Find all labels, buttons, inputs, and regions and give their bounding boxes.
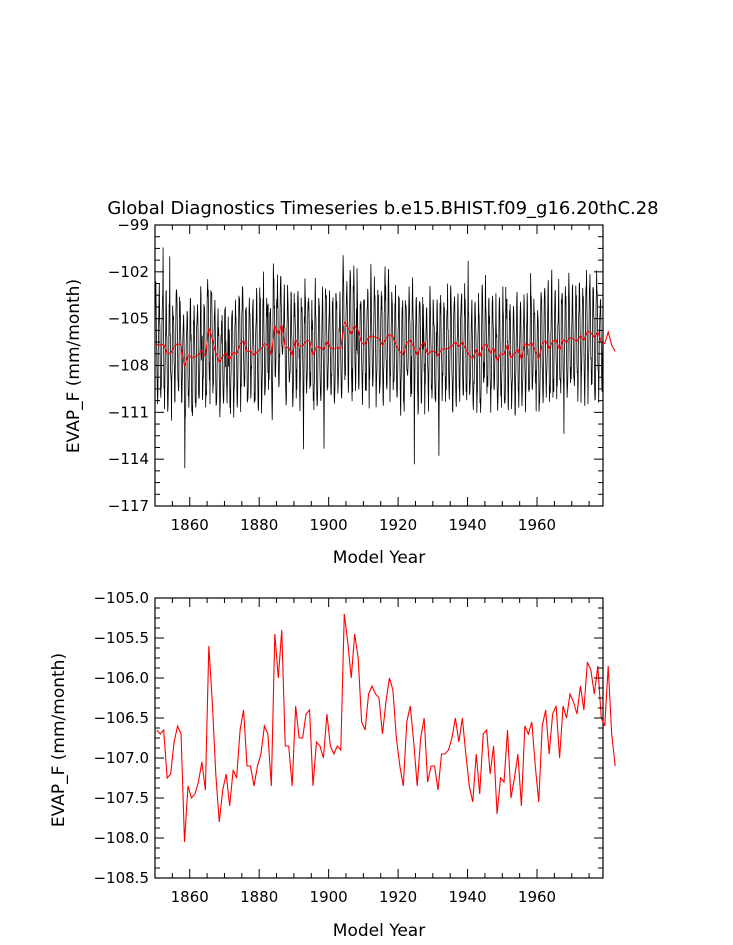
top-tick-labels: 1860 1880 1900 1920 1940 1960 −99 −102 −105 −108 −…: [108, 216, 556, 534]
bottom-tick-labels: 1860 1880 1900 1920 1940 1960 −105.0 −105.5 −106…: [93, 589, 556, 906]
top-chart: Global Diagnostics Timeseries b.e15.BHIS…: [64, 198, 659, 568]
y-tick-label-2: −105: [108, 310, 149, 328]
y-tick-label-0: −99: [117, 216, 149, 234]
x-tick-label-1940: 1940: [448, 888, 486, 906]
y-tick-label-3: −106.5: [93, 709, 149, 727]
x-tick-label-1860: 1860: [171, 516, 209, 534]
x-tick-label-1860: 1860: [171, 888, 209, 906]
x-tick-label-1920: 1920: [379, 516, 417, 534]
y-tick-label-2: −106.0: [93, 669, 149, 687]
top-chart-title: Global Diagnostics Timeseries b.e15.BHIS…: [107, 198, 658, 219]
y-tick-label-1: −102: [108, 263, 149, 281]
bottom-y-axis-label: EVAP_F (mm/month): [49, 653, 69, 827]
y-tick-label-1: −105.5: [93, 629, 149, 647]
y-tick-label-5: −114: [108, 450, 149, 468]
y-tick-label-0: −105.0: [93, 589, 149, 607]
y-tick-label-7: −108.5: [93, 869, 149, 887]
bottom-x-axis-label: Model Year: [333, 921, 425, 941]
y-tick-label-6: −108.0: [93, 829, 149, 847]
x-tick-label-1900: 1900: [310, 516, 348, 534]
top-tick-marks: [154, 224, 603, 507]
y-tick-label-4: −111: [108, 403, 149, 421]
top-monthly-line: [154, 247, 604, 469]
bottom-chart: 1860 1880 1900 1920 1940 1960 −105.0 −105.5 −106…: [49, 589, 616, 941]
top-x-axis-label: Model Year: [333, 548, 425, 568]
y-tick-label-3: −108: [108, 357, 149, 375]
x-tick-label-1880: 1880: [240, 516, 278, 534]
bottom-tick-marks: [154, 597, 603, 879]
x-tick-label-1940: 1940: [448, 516, 486, 534]
y-tick-label-5: −107.5: [93, 789, 149, 807]
y-tick-label-6: −117: [108, 497, 149, 515]
x-tick-label-1960: 1960: [518, 516, 556, 534]
x-tick-label-1880: 1880: [240, 888, 278, 906]
x-tick-label-1900: 1900: [310, 888, 348, 906]
x-tick-label-1920: 1920: [379, 888, 417, 906]
x-tick-label-1960: 1960: [518, 888, 556, 906]
bottom-annual-mean-line: [156, 613, 616, 843]
y-tick-label-4: −107.0: [93, 749, 149, 767]
top-y-axis-label: EVAP_F (mm/month): [64, 279, 84, 453]
top-annual-mean-line: [156, 320, 616, 367]
